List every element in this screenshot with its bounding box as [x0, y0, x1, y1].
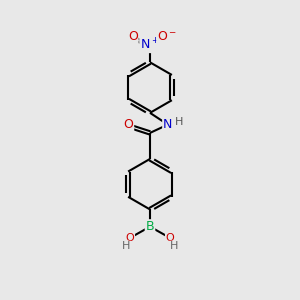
Text: N: N [163, 118, 172, 131]
Text: H: H [169, 241, 178, 251]
Text: O: O [123, 118, 133, 131]
Text: O: O [128, 30, 138, 43]
Text: H: H [175, 117, 183, 127]
Text: B: B [146, 220, 154, 233]
Text: O: O [125, 233, 134, 243]
Text: O$^-$: O$^-$ [157, 30, 177, 43]
Text: O: O [166, 233, 175, 243]
Text: N$^+$: N$^+$ [140, 37, 160, 52]
Text: H: H [122, 241, 130, 251]
